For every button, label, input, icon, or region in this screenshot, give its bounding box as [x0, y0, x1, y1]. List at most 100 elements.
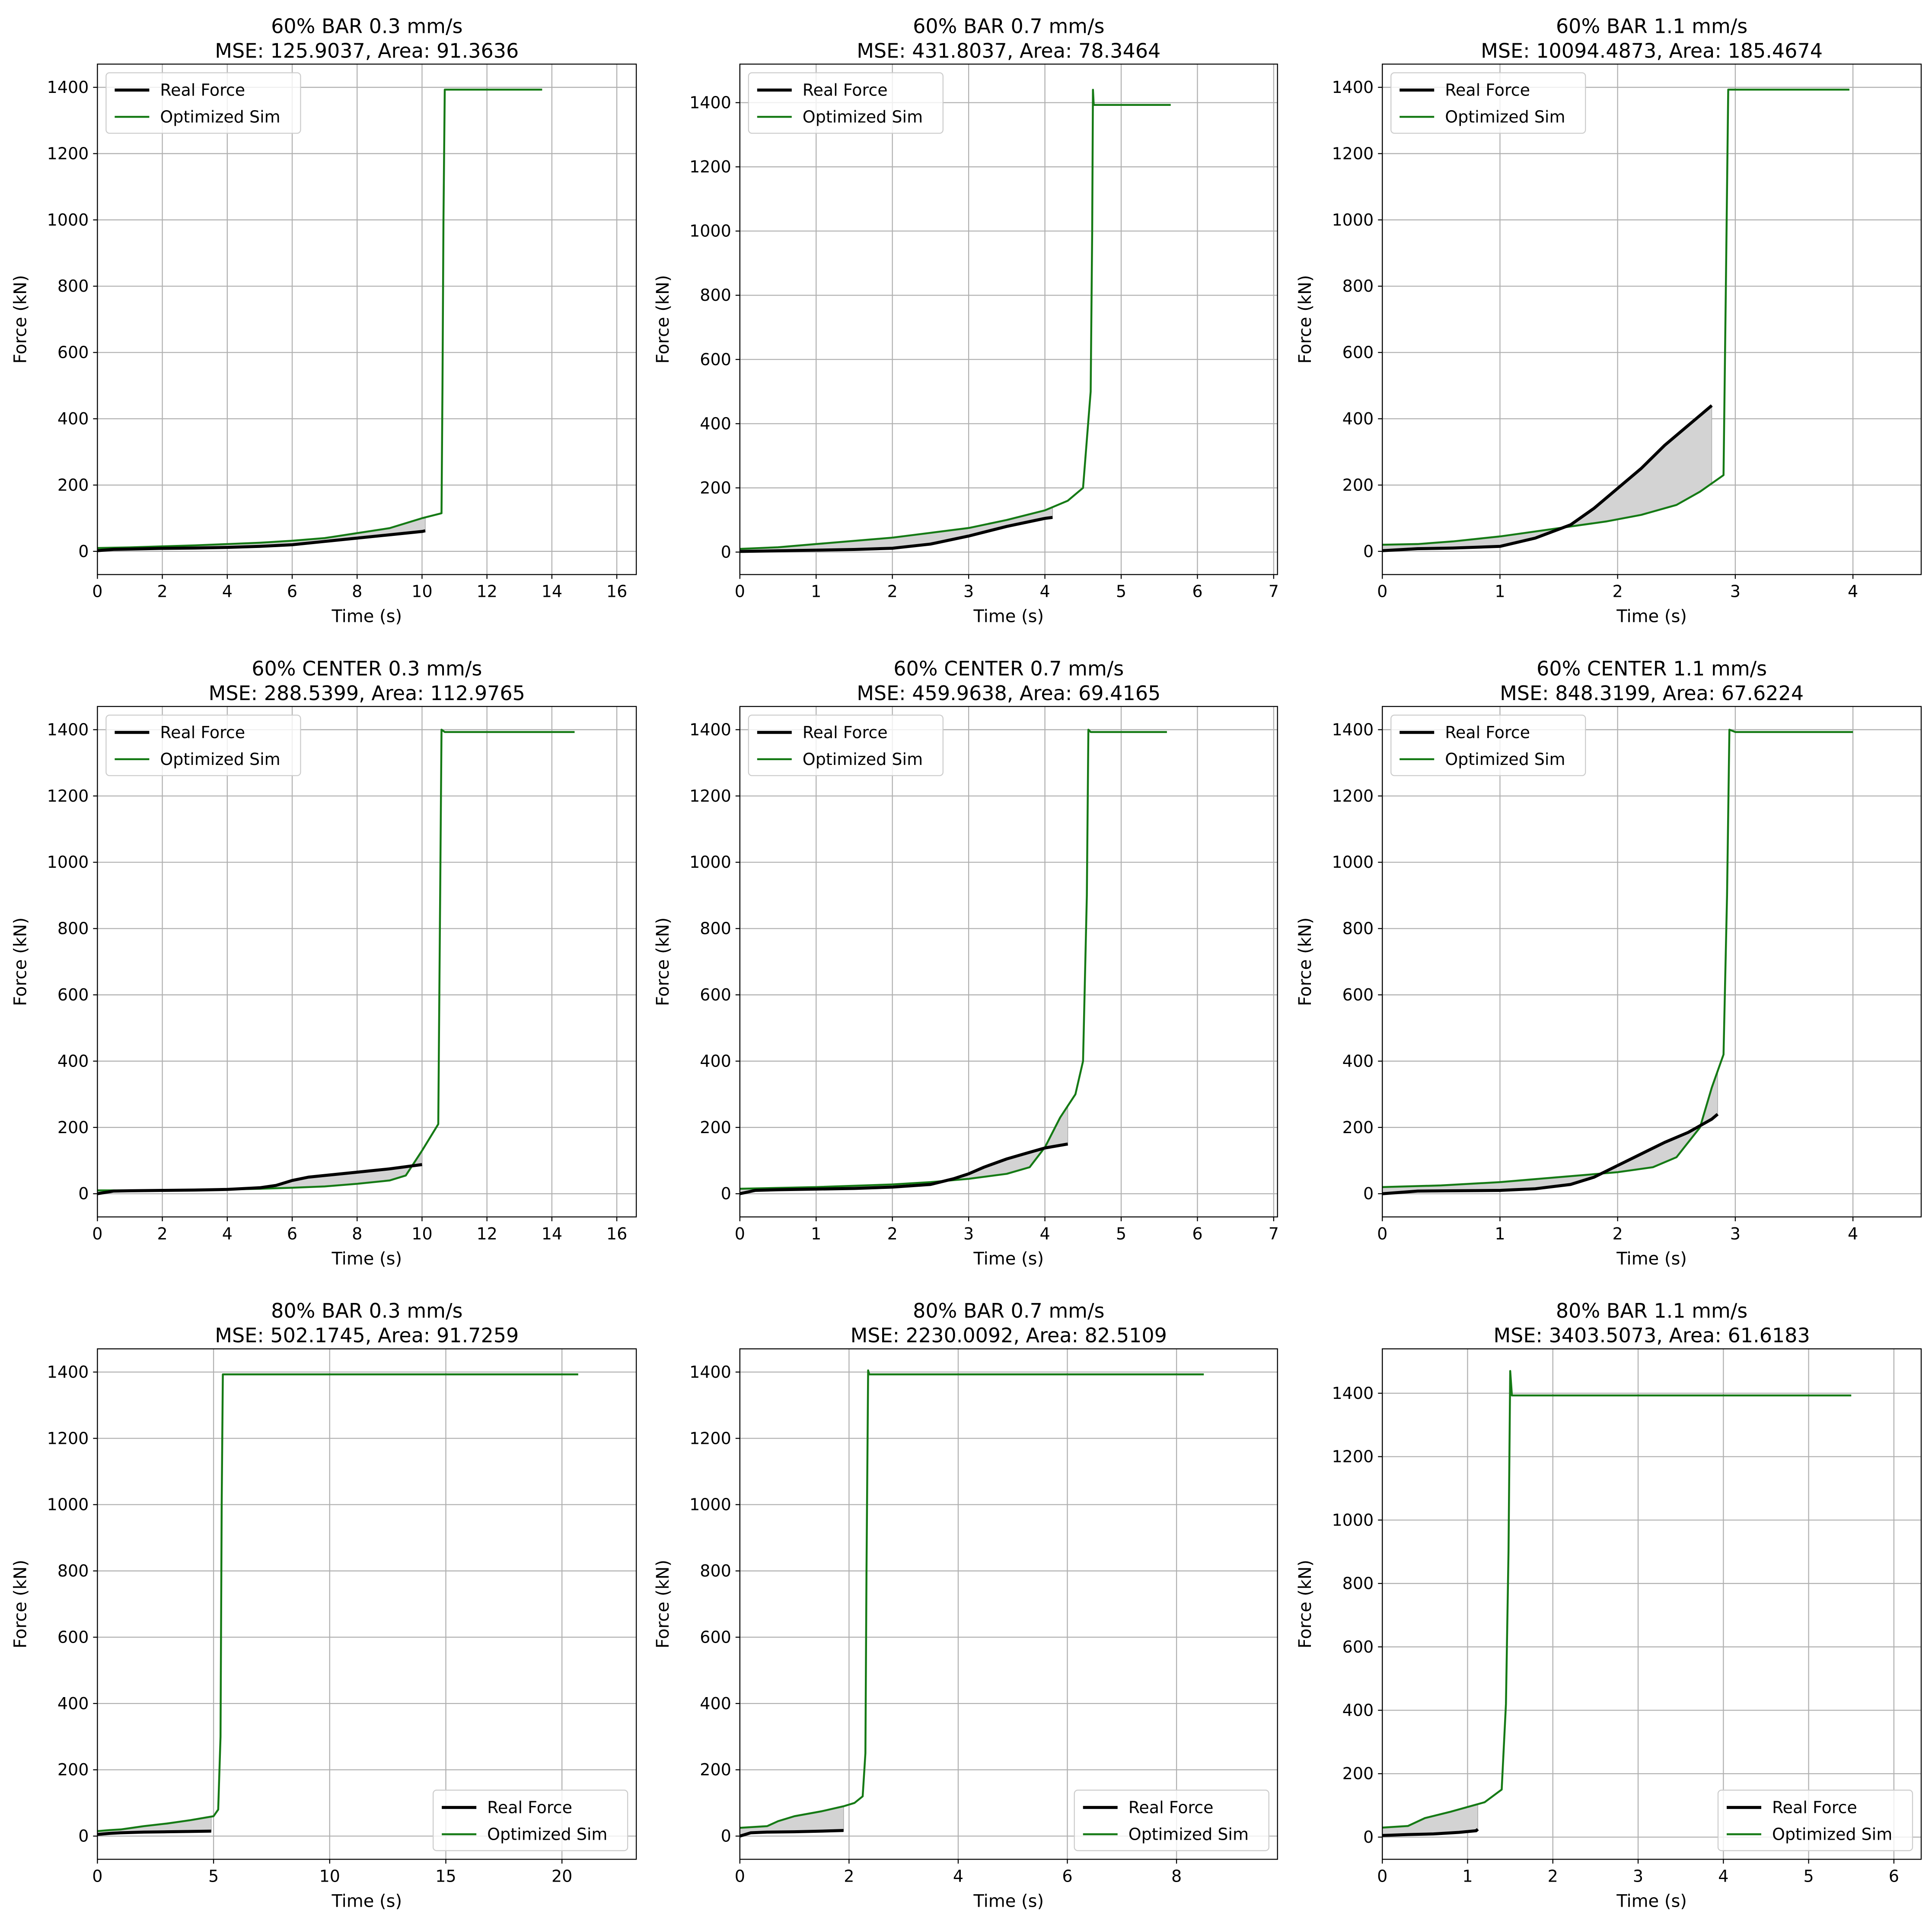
subplot-8: 0 2 4 6 8 0 200 400 600 800 1000 1200 1400 Time (s) Fo… [653, 1299, 1278, 1911]
y-tick-label: 600 [700, 1628, 731, 1647]
subplot-title: 60% BAR 1.1 mm/s [1556, 14, 1747, 38]
series-line-optimized-sim [1382, 1370, 1852, 1829]
legend: Real Force Optimized Sim [748, 714, 944, 776]
x-tick-label: 4 [953, 1866, 963, 1886]
x-tick-label: 7 [1269, 1224, 1279, 1243]
y-tick-label: 0 [721, 542, 731, 561]
difference-area [1382, 1071, 1718, 1194]
x-tick-label: 10 [319, 1866, 340, 1886]
x-tick-label: 2 [157, 1224, 168, 1243]
legend-label-real-force: Real Force [1445, 80, 1530, 99]
x-tick-label: 4 [222, 1224, 233, 1243]
legend: Real Force Optimized Sim [1074, 1790, 1269, 1851]
y-tick-label: 800 [1342, 919, 1374, 938]
x-tick-label: 0 [92, 582, 102, 601]
x-axis-label: Time (s) [331, 1891, 402, 1911]
legend-box [432, 1790, 628, 1851]
x-tick-label: 0 [1377, 1866, 1387, 1886]
x-tick-label: 5 [1116, 582, 1126, 601]
subplot-subtitle: MSE: 2230.0092, Area: 82.5109 [851, 1324, 1167, 1347]
axes-frame [97, 706, 637, 1218]
y-tick-label: 400 [1342, 409, 1374, 428]
series-line-real-force [740, 1829, 844, 1838]
y-tick-label: 1400 [47, 720, 89, 739]
y-tick-label: 1400 [689, 1363, 731, 1382]
y-tick-label: 1400 [47, 1363, 89, 1382]
x-tick-label: 0 [735, 1224, 745, 1243]
x-tick-label: 3 [963, 582, 974, 601]
x-tick-label: 12 [476, 1224, 497, 1243]
legend: Real Force Optimized Sim [105, 72, 301, 134]
y-tick-label: 800 [57, 1561, 89, 1580]
x-tick-label: 16 [606, 582, 627, 601]
x-axis-label: Time (s) [1616, 606, 1687, 626]
legend-box [105, 714, 301, 776]
y-axis-label: Force (kN) [653, 1560, 673, 1648]
legend-label-optimized-sim: Optimized Sim [1129, 1825, 1249, 1844]
y-tick-label: 0 [1363, 542, 1374, 561]
x-tick-label: 3 [963, 1224, 974, 1243]
x-tick-label: 1 [811, 1224, 821, 1243]
y-tick-label: 400 [57, 1051, 89, 1070]
series-line-optimized-sim [740, 89, 1171, 550]
x-tick-label: 8 [352, 1224, 362, 1243]
x-tick-label: 10 [411, 1224, 432, 1243]
legend-label-optimized-sim: Optimized Sim [1445, 107, 1565, 126]
subplot-title: 80% BAR 0.3 mm/s [271, 1299, 462, 1322]
x-tick-label: 10 [411, 582, 432, 601]
subplot-title: 60% BAR 0.3 mm/s [271, 14, 462, 38]
subplot-subtitle: MSE: 848.3199, Area: 67.6224 [1500, 682, 1804, 705]
x-tick-label: 4 [1039, 1224, 1050, 1243]
axes-frame [1382, 1348, 1922, 1860]
y-tick-label: 0 [78, 542, 89, 561]
y-tick-label: 0 [721, 1184, 731, 1203]
y-tick-label: 1000 [47, 853, 89, 872]
legend-box [748, 714, 944, 776]
x-tick-label: 14 [542, 582, 562, 601]
series-line-optimized-sim [97, 729, 575, 1191]
subplot-5: 0 1 2 3 4 5 6 7 0 200 400 600 800 1000 1200 1400 Time (s… [653, 657, 1279, 1269]
y-axis-label: Force (kN) [653, 917, 673, 1006]
x-tick-label: 1 [1462, 1866, 1473, 1886]
legend: Real Force Optimized Sim [748, 72, 944, 134]
y-tick-label: 800 [57, 919, 89, 938]
legend-label-real-force: Real Force [160, 80, 245, 99]
y-tick-label: 400 [700, 1694, 731, 1713]
x-tick-label: 4 [1848, 1224, 1858, 1243]
y-tick-label: 200 [57, 1760, 89, 1779]
y-axis-label: Force (kN) [1295, 1560, 1315, 1648]
y-axis-label: Force (kN) [1295, 275, 1315, 363]
x-tick-label: 1 [811, 582, 821, 601]
y-tick-label: 1200 [47, 144, 89, 163]
x-tick-label: 2 [157, 582, 168, 601]
legend-label-optimized-sim: Optimized Sim [487, 1825, 607, 1844]
x-tick-label: 4 [1848, 582, 1858, 601]
series-line-optimized-sim [740, 729, 1167, 1190]
y-tick-label: 600 [57, 1628, 89, 1647]
legend: Real Force Optimized Sim [105, 714, 301, 776]
y-tick-label: 400 [700, 1051, 731, 1070]
series-line-optimized-sim [97, 89, 542, 549]
x-tick-label: 8 [352, 582, 362, 601]
y-tick-label: 600 [1342, 343, 1374, 362]
y-tick-label: 600 [57, 343, 89, 362]
subplot-subtitle: MSE: 431.8037, Area: 78.3464 [857, 39, 1160, 62]
y-tick-label: 1000 [47, 210, 89, 229]
subplot-title: 60% CENTER 0.7 mm/s [893, 657, 1124, 680]
y-tick-label: 800 [700, 919, 731, 938]
series-line-real-force [97, 1163, 422, 1195]
y-tick-label: 200 [700, 478, 731, 497]
y-tick-label: 1400 [689, 720, 731, 739]
x-axis-label: Time (s) [1616, 1249, 1687, 1269]
x-tick-label: 15 [435, 1866, 456, 1886]
y-tick-label: 0 [78, 1827, 89, 1846]
series-line-real-force [97, 529, 426, 552]
subplot-1: 0 2 4 6 8 10 12 14 16 0 200 400 600 800 1000 1200 1400 Ti… [10, 14, 637, 626]
x-tick-label: 4 [222, 582, 233, 601]
y-tick-label: 200 [57, 475, 89, 494]
y-tick-label: 1000 [1332, 210, 1374, 229]
y-axis-label: Force (kN) [653, 275, 673, 363]
legend-label-optimized-sim: Optimized Sim [803, 107, 923, 126]
y-tick-label: 400 [57, 1694, 89, 1713]
y-tick-label: 1400 [47, 78, 89, 97]
